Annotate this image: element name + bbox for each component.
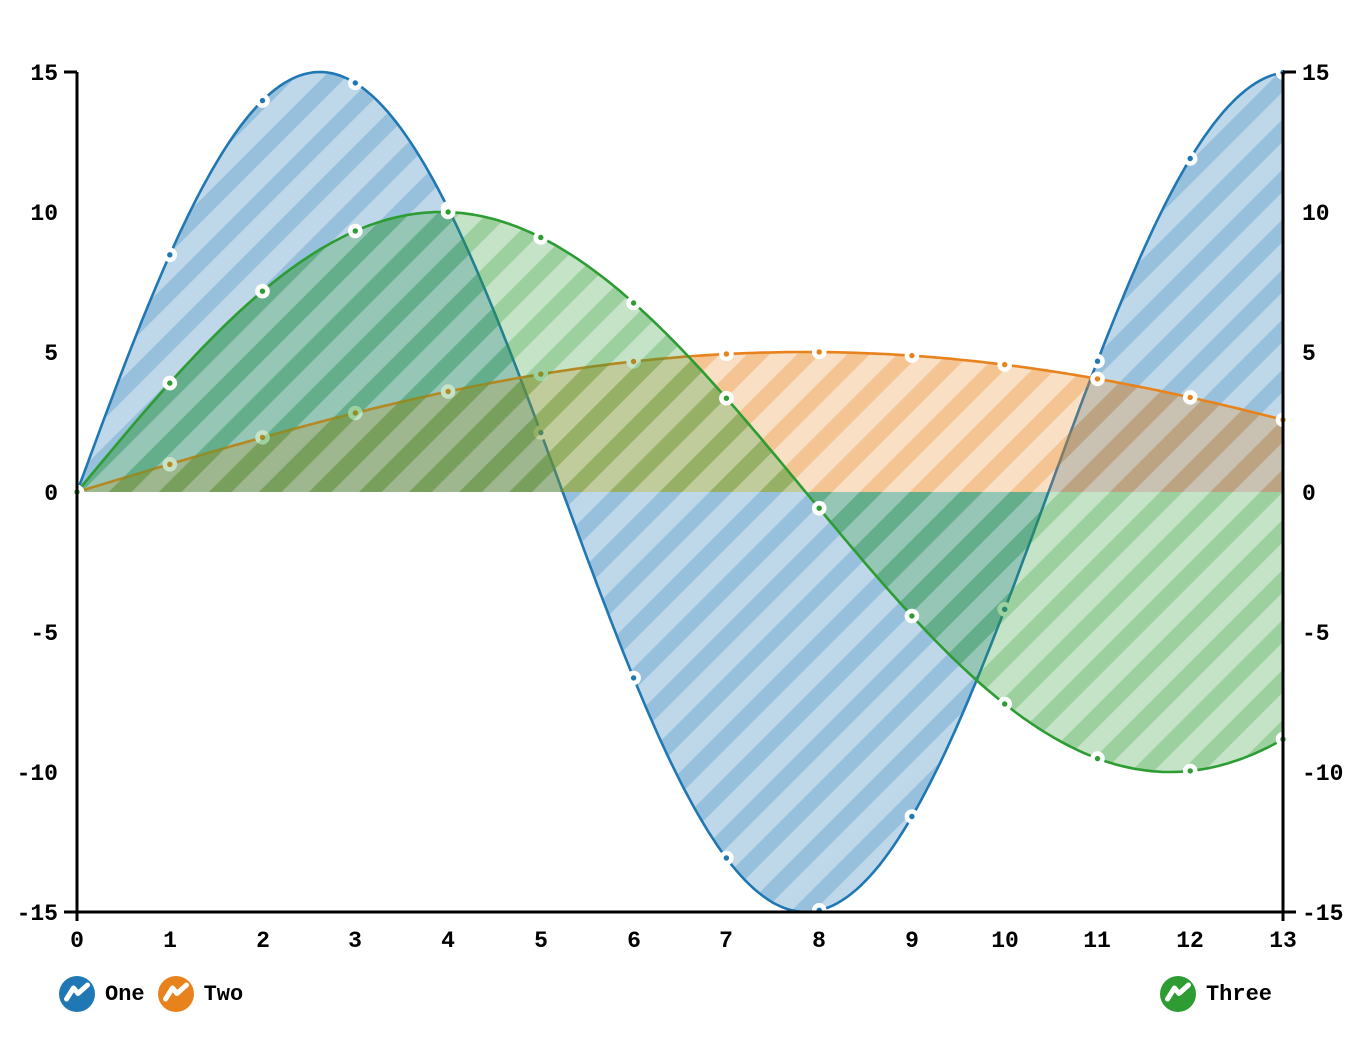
marker-dot — [259, 288, 266, 294]
marker-dot — [1187, 155, 1193, 162]
axes-layer — [64, 70, 1296, 921]
x-tick-7: 7 — [719, 928, 733, 954]
legend-label-one: One — [105, 981, 145, 1007]
legend-item-two[interactable]: Two — [157, 975, 244, 1013]
y-tick-left-5: 5 — [44, 341, 58, 367]
marker-dot — [445, 209, 451, 215]
x-tick-2: 2 — [256, 928, 270, 954]
legend-label-three: Three — [1205, 981, 1272, 1007]
marker-dot — [630, 300, 637, 306]
legend: One Two Three — [58, 971, 1272, 1017]
legend-label-two: Two — [203, 981, 244, 1007]
legend-group-left: One Two — [58, 975, 243, 1013]
x-tick-3: 3 — [348, 928, 362, 954]
y-tick-right--10: -10 — [1302, 761, 1343, 787]
y-tick-right-15: 15 — [1302, 61, 1330, 87]
x-tick-6: 6 — [627, 928, 641, 954]
y-tick-left--10: -10 — [17, 761, 58, 787]
marker-dot — [167, 252, 173, 258]
x-tick-12: 12 — [1176, 928, 1204, 954]
series-layer — [69, 65, 1291, 918]
marker-dot — [352, 228, 358, 234]
marker-dot — [1094, 755, 1101, 762]
line-chart-icon — [157, 976, 194, 1012]
line-chart-icon — [59, 976, 95, 1012]
marker-dot — [816, 505, 822, 511]
marker-dot — [1187, 394, 1193, 401]
marker-dot — [1094, 376, 1101, 382]
marker-dot — [167, 380, 173, 386]
x-tick-8: 8 — [812, 928, 826, 954]
line-three — [75, 210, 1284, 774]
x-tick-11: 11 — [1083, 928, 1111, 954]
y-tick-left-10: 10 — [30, 201, 58, 227]
y-tick-left-15: 15 — [30, 61, 58, 87]
y-tick-right-5: 5 — [1302, 341, 1316, 367]
marker-dot — [909, 813, 915, 820]
y-tick-left--5: -5 — [30, 621, 58, 647]
marker-dot — [723, 351, 730, 357]
x-tick-0: 0 — [70, 928, 84, 954]
marker-dot — [1002, 361, 1008, 368]
marker-dot — [538, 234, 544, 241]
area-hatch-three — [77, 212, 1283, 772]
y-tick-left-0: 0 — [44, 481, 58, 507]
marker-dot — [1002, 701, 1008, 707]
marker-dot — [259, 97, 266, 104]
marker-dot — [1187, 768, 1193, 774]
x-tick-5: 5 — [534, 928, 548, 954]
y-tick-left--15: -15 — [17, 901, 58, 927]
x-tick-10: 10 — [991, 928, 1019, 954]
marker-dot — [723, 395, 730, 401]
y-tick-right-0: 0 — [1302, 481, 1316, 507]
marker-dot — [352, 80, 358, 86]
marker-dot — [1094, 358, 1101, 364]
line-chart-icon — [1159, 976, 1196, 1012]
marker-dot — [723, 855, 730, 861]
series-three — [69, 204, 1291, 779]
legend-item-three[interactable]: Three — [1159, 975, 1272, 1013]
marker-dot — [909, 613, 915, 619]
y-tick-right-10: 10 — [1302, 201, 1330, 227]
x-tick-4: 4 — [441, 928, 455, 954]
x-tick-9: 9 — [905, 928, 919, 954]
marker-dot — [630, 675, 637, 681]
legend-item-one[interactable]: One — [58, 975, 145, 1013]
y-tick-right--5: -5 — [1302, 621, 1330, 647]
x-tick-1: 1 — [163, 928, 177, 954]
marker-dot — [816, 349, 822, 355]
x-tick-13: 13 — [1269, 928, 1297, 954]
y-tick-right--15: -15 — [1302, 901, 1343, 927]
marker-dot — [909, 352, 915, 359]
